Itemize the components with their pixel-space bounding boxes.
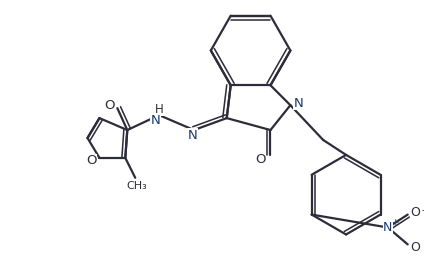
Text: -: - — [422, 205, 424, 215]
Text: N: N — [150, 114, 160, 127]
Text: N: N — [383, 221, 393, 234]
Text: O: O — [411, 241, 421, 254]
Text: O: O — [104, 99, 114, 112]
Text: CH₃: CH₃ — [127, 181, 148, 191]
Text: O: O — [86, 154, 97, 167]
Text: H: H — [155, 103, 164, 116]
Text: O: O — [411, 206, 421, 219]
Text: O: O — [255, 153, 266, 166]
Text: +: + — [391, 218, 399, 227]
Text: N: N — [293, 97, 303, 110]
Text: N: N — [188, 129, 198, 141]
